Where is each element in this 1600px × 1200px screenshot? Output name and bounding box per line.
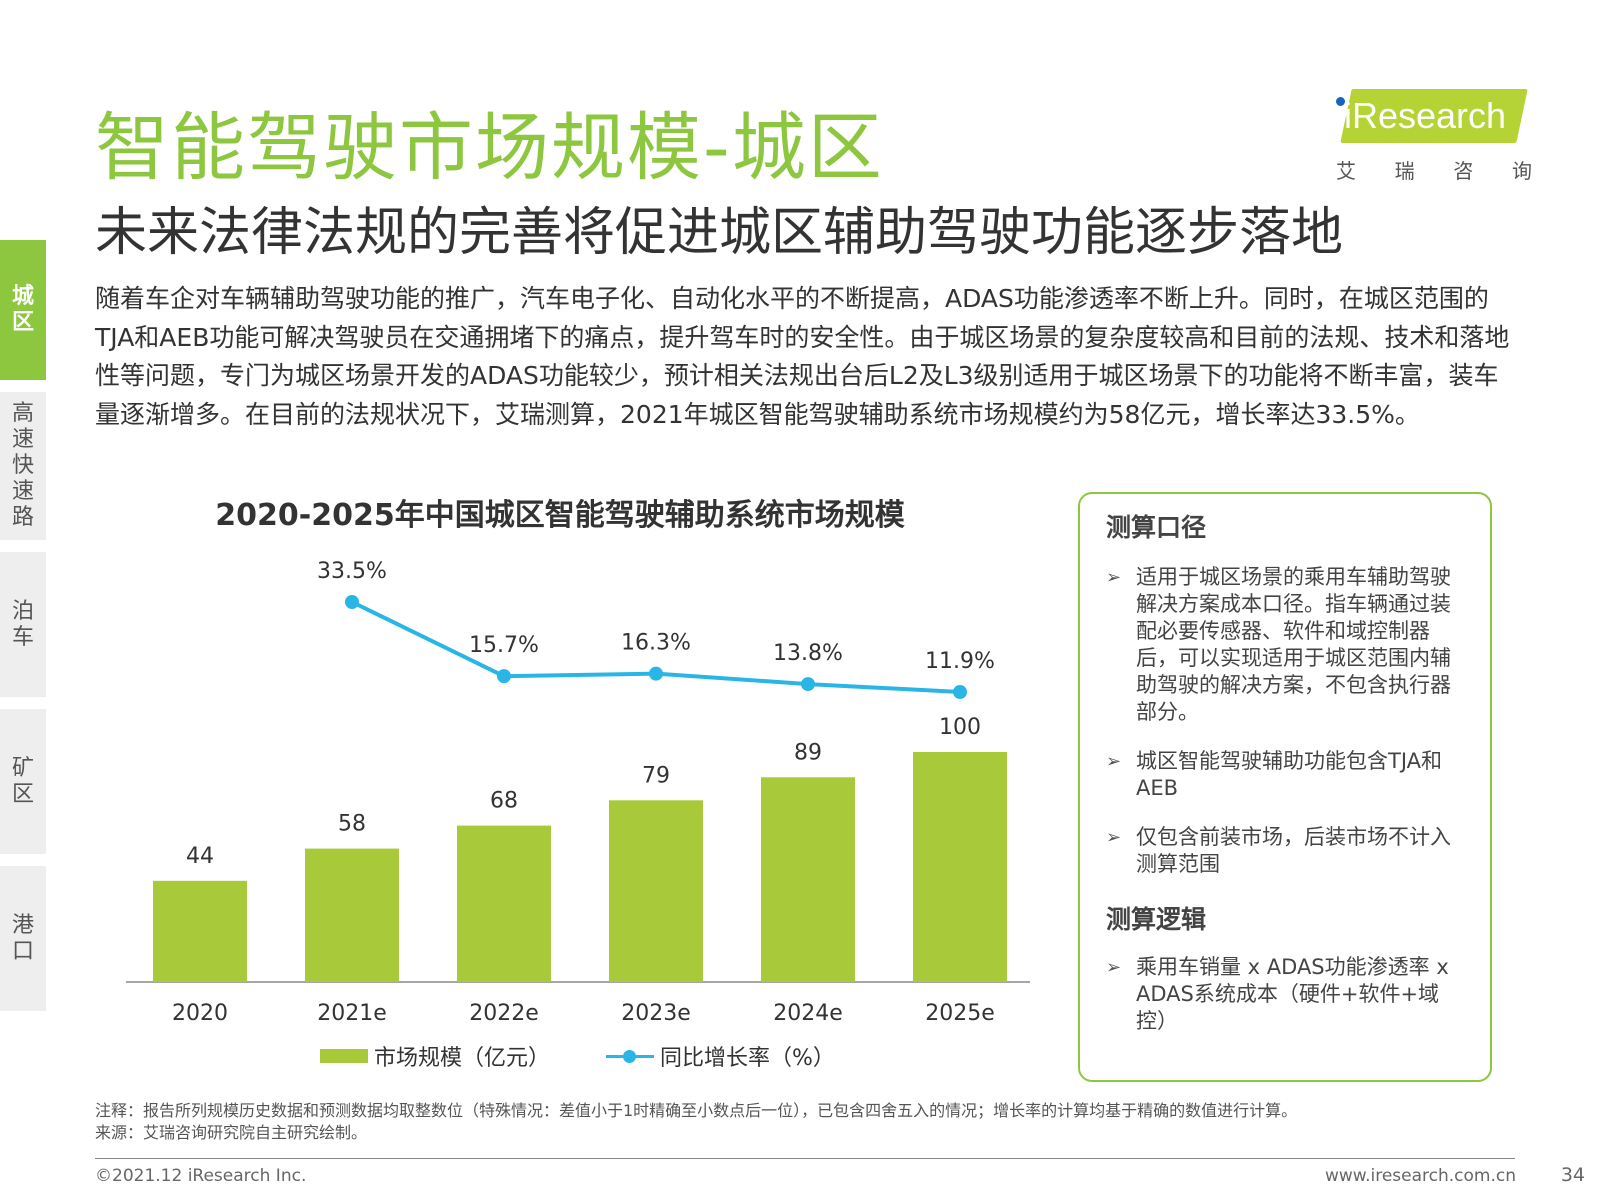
growth-rate-point bbox=[497, 669, 511, 684]
growth-rate-point bbox=[801, 677, 815, 692]
x-tick-label: 2020 bbox=[172, 1001, 228, 1026]
bar bbox=[153, 880, 247, 982]
arrow-bullet-icon: ➢ bbox=[1106, 957, 1122, 978]
x-tick-label: 2021e bbox=[317, 1001, 387, 1026]
legend-line-label: 同比增长率（%） bbox=[660, 1046, 835, 1071]
sidebar-item-parking[interactable]: 泊车 bbox=[0, 552, 46, 697]
logo-dot-icon bbox=[1336, 97, 1345, 106]
chart-legend: 市场规模（亿元） 同比增长率（%） bbox=[320, 1040, 835, 1072]
bar bbox=[609, 800, 703, 982]
iresearch-logo: iResearch 艾 瑞 咨 询 bbox=[1330, 85, 1532, 185]
legend-bar-label: 市场规模（亿元） bbox=[374, 1046, 551, 1071]
sidebar-tabs: 城区 高速快速路 泊车 矿区 港口 bbox=[0, 240, 46, 1023]
scope-item: ➢ 适用于城区场景的乘用车辅助驾驶解决方案成本口径。指车辆通过装配必要传感器、软件… bbox=[1106, 564, 1466, 726]
sidebar-item-label: 高速快速路 bbox=[11, 401, 34, 530]
scope-heading: 测算口径 bbox=[1106, 513, 1207, 542]
logic-list: ➢ 乘用车销量 x ADAS功能渗透率 x ADAS系统成本（硬件+软件+域控） bbox=[1106, 954, 1466, 1035]
bar bbox=[305, 848, 399, 982]
scope-item: ➢ 城区智能驾驶辅助功能包含TJA和AEB bbox=[1106, 748, 1466, 802]
scope-list: ➢ 适用于城区场景的乘用车辅助驾驶解决方案成本口径。指车辆通过装配必要传感器、软件… bbox=[1106, 564, 1466, 878]
logic-item-text: 乘用车销量 x ADAS功能渗透率 x ADAS系统成本（硬件+软件+域控） bbox=[1136, 955, 1449, 1033]
bar-value-label: 44 bbox=[186, 844, 214, 869]
bar-value-label: 100 bbox=[939, 715, 981, 740]
growth-rate-label: 15.7% bbox=[469, 633, 539, 658]
bar-value-label: 89 bbox=[794, 740, 822, 765]
arrow-bullet-icon: ➢ bbox=[1106, 751, 1122, 772]
logic-item: ➢ 乘用车销量 x ADAS功能渗透率 x ADAS系统成本（硬件+软件+域控） bbox=[1106, 954, 1466, 1035]
growth-rate-label: 13.8% bbox=[773, 641, 843, 666]
logo-cn-char: 咨 bbox=[1453, 159, 1474, 183]
note-text: 注释：报告所列规模历史数据和预测数据均取整数位（特殊情况：差值小于1时精确至小数… bbox=[95, 1101, 1298, 1120]
sidebar-item-highway[interactable]: 高速快速路 bbox=[0, 392, 46, 540]
growth-rate-point bbox=[649, 666, 663, 681]
x-tick-label: 2025e bbox=[925, 1001, 995, 1026]
bar-value-label: 79 bbox=[642, 763, 670, 788]
growth-rate-point bbox=[953, 685, 967, 699]
sidebar-item-label: 港口 bbox=[11, 912, 34, 964]
legend-bar-swatch bbox=[320, 1049, 368, 1063]
arrow-bullet-icon: ➢ bbox=[1106, 827, 1122, 848]
bar bbox=[457, 825, 551, 982]
sidebar-item-mining[interactable]: 矿区 bbox=[0, 709, 46, 854]
x-tick-label: 2023e bbox=[621, 1001, 691, 1026]
bar-value-label: 68 bbox=[490, 789, 518, 814]
sidebar-item-label: 城区 bbox=[11, 284, 34, 335]
sidebar-item-label: 泊车 bbox=[11, 598, 34, 650]
x-tick-label: 2024e bbox=[773, 1001, 843, 1026]
footer-website[interactable]: www.iresearch.com.cn bbox=[1324, 1166, 1516, 1186]
page-title: 智能驾驶市场规模-城区 bbox=[95, 105, 884, 191]
chart-title: 2020-2025年中国城区智能驾驶辅助系统市场规模 bbox=[215, 498, 905, 533]
logic-heading: 测算逻辑 bbox=[1106, 905, 1207, 934]
arrow-bullet-icon: ➢ bbox=[1106, 567, 1122, 588]
growth-rate-label: 11.9% bbox=[925, 649, 995, 674]
legend-line-swatch bbox=[606, 1049, 655, 1063]
description-text: 随着车企对车辆辅助驾驶功能的推广，汽车电子化、自动化水平的不断提高，ADAS功能… bbox=[95, 284, 1510, 429]
logo-cn-char: 瑞 bbox=[1394, 159, 1415, 183]
x-tick-label: 2022e bbox=[469, 1001, 539, 1026]
bar-value-label: 58 bbox=[338, 812, 366, 837]
sidebar-item-label: 矿区 bbox=[11, 755, 34, 807]
scope-item-text: 仅包含前装市场，后装市场不计入测算范围 bbox=[1136, 825, 1451, 876]
market-size-chart: 44 2020 58 2021e 68 2022e 79 2023e 89 2024e 100 202… bbox=[126, 559, 1030, 1026]
bar bbox=[761, 777, 855, 982]
logo-text: iResearch bbox=[1344, 95, 1507, 136]
page-subtitle: 未来法律法规的完善将促进城区辅助驾驶功能逐步落地 bbox=[95, 203, 1344, 263]
logo-cn-text: 艾 瑞 咨 询 bbox=[1336, 155, 1532, 184]
logo-cn-char: 艾 bbox=[1336, 159, 1356, 183]
logo-cn-char: 询 bbox=[1511, 159, 1532, 183]
growth-rate-point bbox=[345, 595, 359, 609]
growth-rate-label: 33.5% bbox=[317, 559, 387, 584]
growth-rate-label: 16.3% bbox=[621, 631, 691, 656]
sidebar-item-port[interactable]: 港口 bbox=[0, 866, 46, 1011]
source-text: 来源：艾瑞咨询研究院自主研究绘制。 bbox=[95, 1123, 368, 1142]
notes: 注释：报告所列规模历史数据和预测数据均取整数位（特殊情况：差值小于1时精确至小数… bbox=[95, 1100, 1297, 1144]
footer-divider bbox=[95, 1158, 1515, 1159]
scope-item-text: 适用于城区场景的乘用车辅助驾驶解决方案成本口径。指车辆通过装配必要传感器、软件和… bbox=[1136, 565, 1451, 724]
bar bbox=[913, 752, 1007, 982]
scope-item-text: 城区智能驾驶辅助功能包含TJA和AEB bbox=[1136, 749, 1443, 800]
page-number: 34 bbox=[1560, 1164, 1585, 1186]
scope-item: ➢ 仅包含前装市场，后装市场不计入测算范围 bbox=[1106, 824, 1466, 878]
sidebar-item-urban[interactable]: 城区 bbox=[0, 240, 46, 380]
methodology-box: 测算口径 ➢ 适用于城区场景的乘用车辅助驾驶解决方案成本口径。指车辆通过装配必要传… bbox=[1078, 492, 1492, 1082]
footer-copyright: ©2021.12 iResearch Inc. bbox=[95, 1166, 307, 1186]
